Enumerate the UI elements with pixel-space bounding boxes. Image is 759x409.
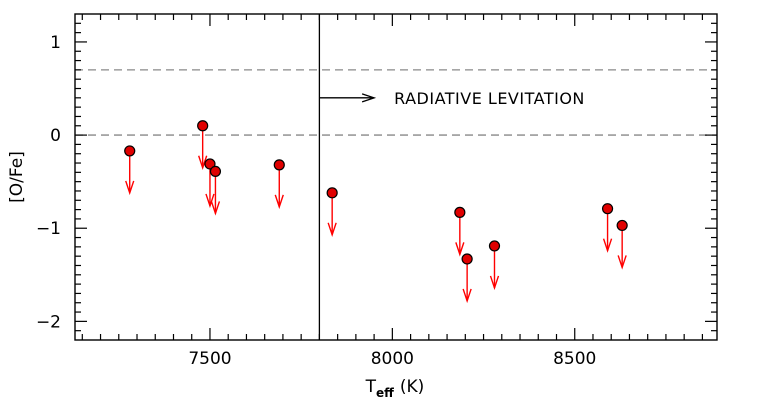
x-tick-label: 8000 (371, 349, 414, 369)
data-point (454, 206, 466, 257)
tick-labels: 7500 8000 8500 1 0 −1 −2 (36, 33, 596, 369)
data-point (616, 219, 628, 270)
x-tick-label: 7500 (188, 349, 231, 369)
data-point (197, 120, 209, 170)
reference-lines (75, 14, 717, 340)
data-point (124, 145, 136, 196)
data-point (204, 158, 216, 209)
data-point-marker (616, 219, 628, 232)
data-point-marker (204, 158, 216, 170)
data-point-marker (326, 187, 338, 199)
data-point (209, 165, 222, 216)
axis-ticks (75, 14, 717, 340)
data-point (601, 203, 614, 253)
data-point (326, 187, 338, 238)
upper-limit-arrow-head (205, 193, 215, 209)
upper-limit-arrow-head (617, 255, 627, 270)
y-tick-label: 1 (50, 33, 61, 53)
levitation-annotation: RADIATIVE LEVITATION (319, 89, 584, 108)
upper-limit-arrow-head (602, 238, 613, 253)
data-point-marker (209, 165, 222, 178)
x-tick-label: 8500 (553, 349, 596, 369)
y-tick-label: −1 (36, 219, 61, 239)
upper-limit-arrow-head (462, 288, 472, 304)
data-point-marker (454, 206, 466, 218)
y-tick-label: 0 (50, 126, 61, 146)
data-point-marker (273, 159, 285, 171)
plot-frame (74, 13, 718, 341)
data-points (124, 120, 628, 304)
levitation-arrow-head (361, 93, 377, 103)
upper-limit-arrow-head (125, 180, 135, 196)
upper-limit-arrow-head (327, 222, 337, 238)
data-point-marker (601, 203, 614, 215)
data-point-marker (124, 145, 136, 157)
data-point (273, 159, 285, 210)
upper-limit-arrow-head (455, 242, 465, 257)
x-axis-label: Teff (K) (365, 377, 425, 400)
data-point (488, 240, 501, 291)
data-point-marker (461, 253, 473, 265)
levitation-label: RADIATIVE LEVITATION (394, 89, 585, 108)
upper-limit-arrow-head (489, 275, 500, 291)
upper-limit-arrow-head (210, 201, 221, 216)
y-axis-label: [O/Fe] (7, 151, 27, 203)
y-tick-label: −2 (36, 312, 61, 332)
upper-limit-arrow-head (198, 155, 208, 170)
data-point-marker (488, 240, 501, 252)
data-point-marker (197, 120, 209, 132)
upper-limit-arrow-head (274, 194, 284, 210)
data-point (461, 253, 473, 304)
